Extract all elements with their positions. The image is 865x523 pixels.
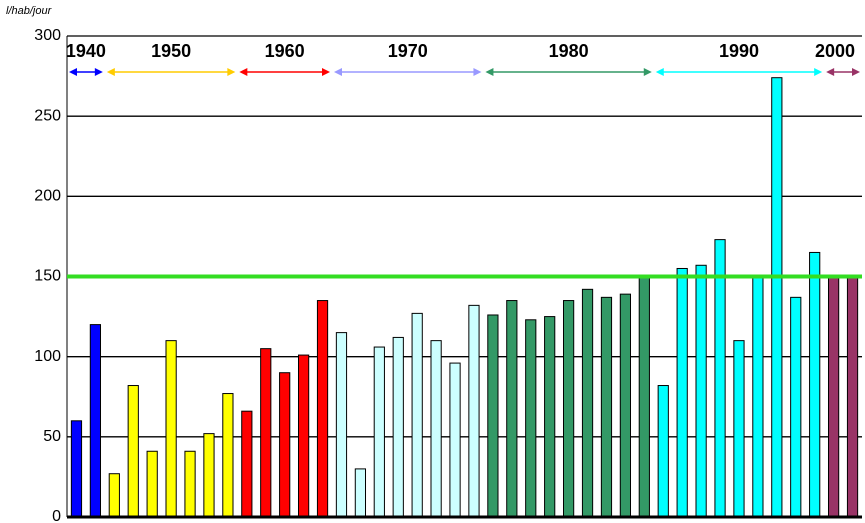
bar bbox=[506, 300, 518, 518]
bar bbox=[714, 239, 726, 518]
arrow-head bbox=[239, 68, 248, 76]
bar bbox=[127, 385, 139, 518]
bar bbox=[581, 288, 594, 518]
arrow-head bbox=[106, 68, 115, 76]
legend-label: 2000 bbox=[815, 41, 855, 61]
bar bbox=[260, 348, 272, 518]
y-tick-label: 300 bbox=[34, 27, 61, 44]
legend-label: 1950 bbox=[151, 41, 191, 61]
bar bbox=[638, 276, 650, 518]
bar bbox=[809, 251, 821, 518]
bar bbox=[108, 473, 120, 518]
legend-label: 1940 bbox=[66, 41, 106, 61]
y-tick-label: 200 bbox=[34, 188, 61, 205]
y-tick-label: 150 bbox=[34, 268, 61, 285]
bar bbox=[733, 340, 745, 518]
arrow-head bbox=[814, 68, 823, 76]
y-tick-label: 100 bbox=[34, 348, 61, 365]
bar bbox=[354, 468, 367, 518]
bar bbox=[600, 296, 613, 518]
bar bbox=[222, 393, 234, 518]
y-tick-label: 250 bbox=[34, 107, 61, 124]
bar bbox=[70, 420, 83, 518]
arrow-head bbox=[852, 68, 860, 76]
arrow-head bbox=[655, 68, 664, 76]
arrow-head bbox=[826, 68, 835, 76]
legend-label: 1960 bbox=[265, 41, 305, 61]
bar bbox=[525, 319, 537, 518]
arrow-head bbox=[69, 68, 77, 76]
bar bbox=[373, 346, 385, 518]
y-axis-label: l/hab/jour bbox=[6, 5, 53, 17]
y-tick-label: 50 bbox=[43, 428, 61, 445]
bar bbox=[676, 267, 688, 518]
legend-label: 1970 bbox=[388, 41, 428, 61]
arrow-head bbox=[227, 68, 236, 76]
bar bbox=[619, 293, 632, 518]
arrow-head bbox=[473, 68, 482, 76]
arrow-head bbox=[94, 68, 103, 76]
legend-label: 1980 bbox=[549, 41, 589, 61]
bar bbox=[316, 300, 329, 518]
bar bbox=[203, 433, 215, 518]
y-tick-label: 0 bbox=[52, 508, 61, 523]
bar bbox=[562, 300, 575, 518]
bar bbox=[392, 336, 404, 518]
bar bbox=[146, 450, 158, 518]
bar bbox=[846, 276, 859, 518]
bar bbox=[790, 296, 802, 518]
bar bbox=[449, 362, 461, 518]
bar bbox=[279, 372, 291, 518]
bar bbox=[335, 332, 348, 518]
bar bbox=[827, 276, 840, 518]
bar bbox=[297, 354, 310, 518]
bar bbox=[165, 340, 177, 518]
bar bbox=[241, 410, 253, 518]
bar bbox=[468, 304, 480, 518]
bar bbox=[89, 324, 102, 518]
arrow-head bbox=[485, 68, 494, 76]
bar bbox=[695, 264, 707, 518]
bar bbox=[771, 77, 783, 518]
arrow-head bbox=[643, 68, 652, 76]
bar bbox=[184, 450, 196, 518]
arrow-head bbox=[322, 68, 330, 76]
bar bbox=[411, 312, 423, 518]
bar bbox=[430, 340, 442, 518]
bar bbox=[657, 385, 669, 518]
arrow-head bbox=[334, 68, 342, 76]
bar bbox=[487, 314, 499, 518]
legend-label: 1990 bbox=[719, 41, 759, 61]
bar bbox=[752, 276, 764, 518]
bar bbox=[544, 316, 556, 518]
